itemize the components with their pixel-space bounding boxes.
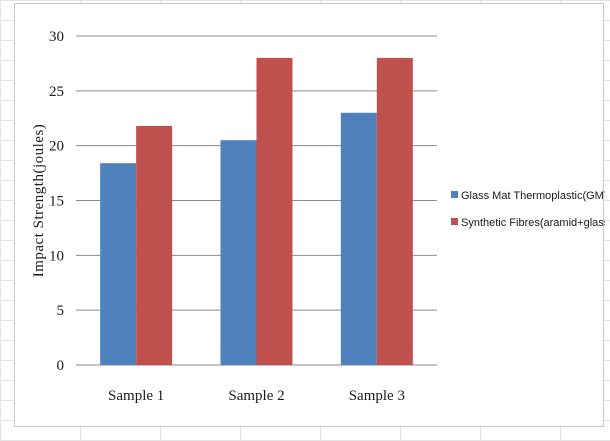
y-axis-title: Impact Strength(joules) — [31, 124, 47, 278]
bar-gmt-2[interactable] — [220, 140, 257, 365]
legend-swatch — [451, 191, 458, 198]
y-tick-label: 15 — [49, 194, 64, 210]
legend-swatch — [451, 218, 458, 225]
legend[interactable]: Glass Mat Thermoplastic(GMT) Synthetic Fi… — [451, 190, 605, 229]
y-tick-label: 25 — [49, 84, 64, 100]
x-category-label: Sample 3 — [349, 388, 405, 404]
x-axis-category-labels: Sample 1 Sample 2 Sample 3 — [108, 388, 405, 404]
y-tick-label: 30 — [49, 29, 64, 45]
legend-label: Synthetic Fibres(aramid+glass) — [461, 217, 605, 229]
bar-synthetic-1[interactable] — [136, 125, 173, 365]
bar-synthetic-3[interactable] — [376, 57, 413, 365]
chart-area[interactable]: 0 5 10 15 20 25 30 Sample 1 Sample 2 Sample 3 Im… — [14, 3, 605, 427]
y-tick-label: 0 — [57, 358, 65, 374]
y-tick-label: 20 — [49, 139, 64, 155]
y-tick-label: 5 — [57, 303, 65, 319]
y-axis-tick-labels: 0 5 10 15 20 25 30 — [49, 29, 64, 374]
x-category-label: Sample 1 — [108, 388, 164, 404]
bar-gmt-3[interactable] — [340, 112, 377, 366]
bars — [100, 57, 413, 366]
bar-synthetic-2[interactable] — [256, 57, 293, 365]
bar-chart: 0 5 10 15 20 25 30 Sample 1 Sample 2 Sample 3 Im… — [31, 29, 605, 404]
bar-gmt-1[interactable] — [100, 163, 137, 365]
x-category-label: Sample 2 — [228, 388, 284, 404]
legend-label: Glass Mat Thermoplastic(GMT) — [461, 190, 605, 202]
y-tick-label: 10 — [49, 248, 64, 264]
